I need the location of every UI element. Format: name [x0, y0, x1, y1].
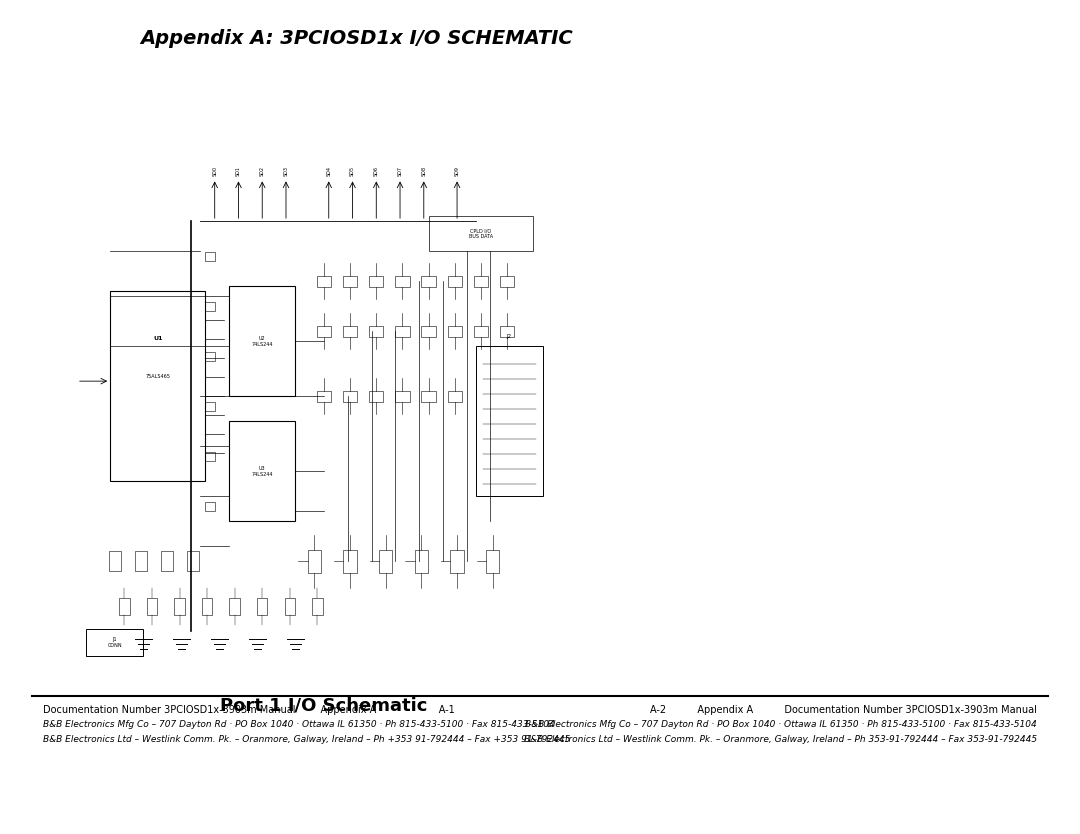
- Text: J2: J2: [507, 334, 512, 339]
- Text: SD2: SD2: [259, 166, 265, 176]
- Bar: [147, 597, 158, 615]
- Bar: [395, 275, 409, 287]
- Bar: [202, 597, 213, 615]
- Bar: [205, 352, 215, 360]
- Text: SD9: SD9: [455, 166, 460, 176]
- Bar: [205, 452, 215, 460]
- Bar: [343, 550, 356, 572]
- Bar: [316, 390, 332, 402]
- Bar: [415, 550, 428, 572]
- Text: B&B Electronics Ltd – Westlink Comm. Pk. – Oranmore, Galway, Ireland – Ph +353 9: B&B Electronics Ltd – Westlink Comm. Pk.…: [43, 735, 570, 744]
- Bar: [369, 390, 383, 402]
- Bar: [109, 551, 121, 571]
- Bar: [161, 551, 173, 571]
- Text: B&B Electronics Mfg Co – 707 Dayton Rd · PO Box 1040 · Ottawa IL 61350 · Ph 815-: B&B Electronics Mfg Co – 707 Dayton Rd ·…: [525, 720, 1037, 729]
- Bar: [316, 275, 332, 287]
- Bar: [229, 286, 296, 396]
- Bar: [229, 421, 296, 521]
- Text: Documentation Number 3PCIOSD1x-3903m Manual        Appendix A                   : Documentation Number 3PCIOSD1x-3903m Man…: [43, 705, 455, 715]
- Bar: [308, 550, 321, 572]
- Bar: [447, 325, 462, 337]
- Bar: [86, 629, 144, 656]
- Bar: [284, 597, 295, 615]
- Bar: [447, 390, 462, 402]
- Bar: [110, 291, 205, 481]
- Text: SD5: SD5: [350, 166, 355, 176]
- Bar: [312, 597, 323, 615]
- Bar: [343, 390, 357, 402]
- Bar: [205, 402, 215, 410]
- Bar: [474, 275, 488, 287]
- Text: SD6: SD6: [374, 166, 379, 176]
- Bar: [421, 325, 435, 337]
- Text: B&B Electronics Ltd – Westlink Comm. Pk. – Oranmore, Galway, Ireland – Ph 353-91: B&B Electronics Ltd – Westlink Comm. Pk.…: [524, 735, 1037, 744]
- Bar: [421, 390, 435, 402]
- Bar: [229, 597, 240, 615]
- Bar: [343, 275, 357, 287]
- Bar: [474, 325, 488, 337]
- Text: SD7: SD7: [397, 166, 403, 176]
- Bar: [450, 550, 463, 572]
- Text: A-2          Appendix A          Documentation Number 3PCIOSD1x-3903m Manual: A-2 Appendix A Documentation Number 3PCI…: [650, 705, 1037, 715]
- Bar: [119, 597, 130, 615]
- Bar: [395, 390, 409, 402]
- Bar: [257, 597, 268, 615]
- Bar: [205, 502, 215, 510]
- Bar: [135, 551, 147, 571]
- Text: 75ALS465: 75ALS465: [145, 374, 171, 379]
- Bar: [174, 597, 185, 615]
- Bar: [188, 551, 199, 571]
- Bar: [500, 275, 514, 287]
- Text: CPLD I/O
BUS DATA: CPLD I/O BUS DATA: [469, 229, 492, 239]
- Bar: [379, 550, 392, 572]
- Bar: [486, 550, 499, 572]
- Text: U1: U1: [153, 336, 162, 341]
- Text: SD1: SD1: [235, 166, 241, 176]
- Text: J1
CONN: J1 CONN: [108, 637, 122, 648]
- Text: B&B Electronics Mfg Co – 707 Dayton Rd · PO Box 1040 · Ottawa IL 61350 · Ph 815-: B&B Electronics Mfg Co – 707 Dayton Rd ·…: [43, 720, 555, 729]
- Bar: [395, 325, 409, 337]
- Text: SD3: SD3: [283, 166, 288, 176]
- Bar: [343, 325, 357, 337]
- Text: SD8: SD8: [421, 166, 427, 176]
- Bar: [316, 325, 332, 337]
- Bar: [500, 325, 514, 337]
- Text: SD4: SD4: [326, 166, 332, 176]
- Text: Appendix A: 3PCIOSD1x I/O SCHEMATIC: Appendix A: 3PCIOSD1x I/O SCHEMATIC: [140, 29, 573, 48]
- Bar: [205, 252, 215, 260]
- Bar: [447, 275, 462, 287]
- Bar: [369, 275, 383, 287]
- Text: U2
74LS244: U2 74LS244: [252, 336, 273, 346]
- Text: Port 1 I/O Schematic: Port 1 I/O Schematic: [220, 696, 428, 715]
- Text: U3
74LS244: U3 74LS244: [252, 466, 273, 476]
- Text: SD0: SD0: [212, 166, 217, 176]
- Bar: [421, 275, 435, 287]
- Bar: [429, 216, 534, 251]
- Bar: [205, 302, 215, 310]
- Bar: [369, 325, 383, 337]
- Bar: [476, 346, 542, 496]
